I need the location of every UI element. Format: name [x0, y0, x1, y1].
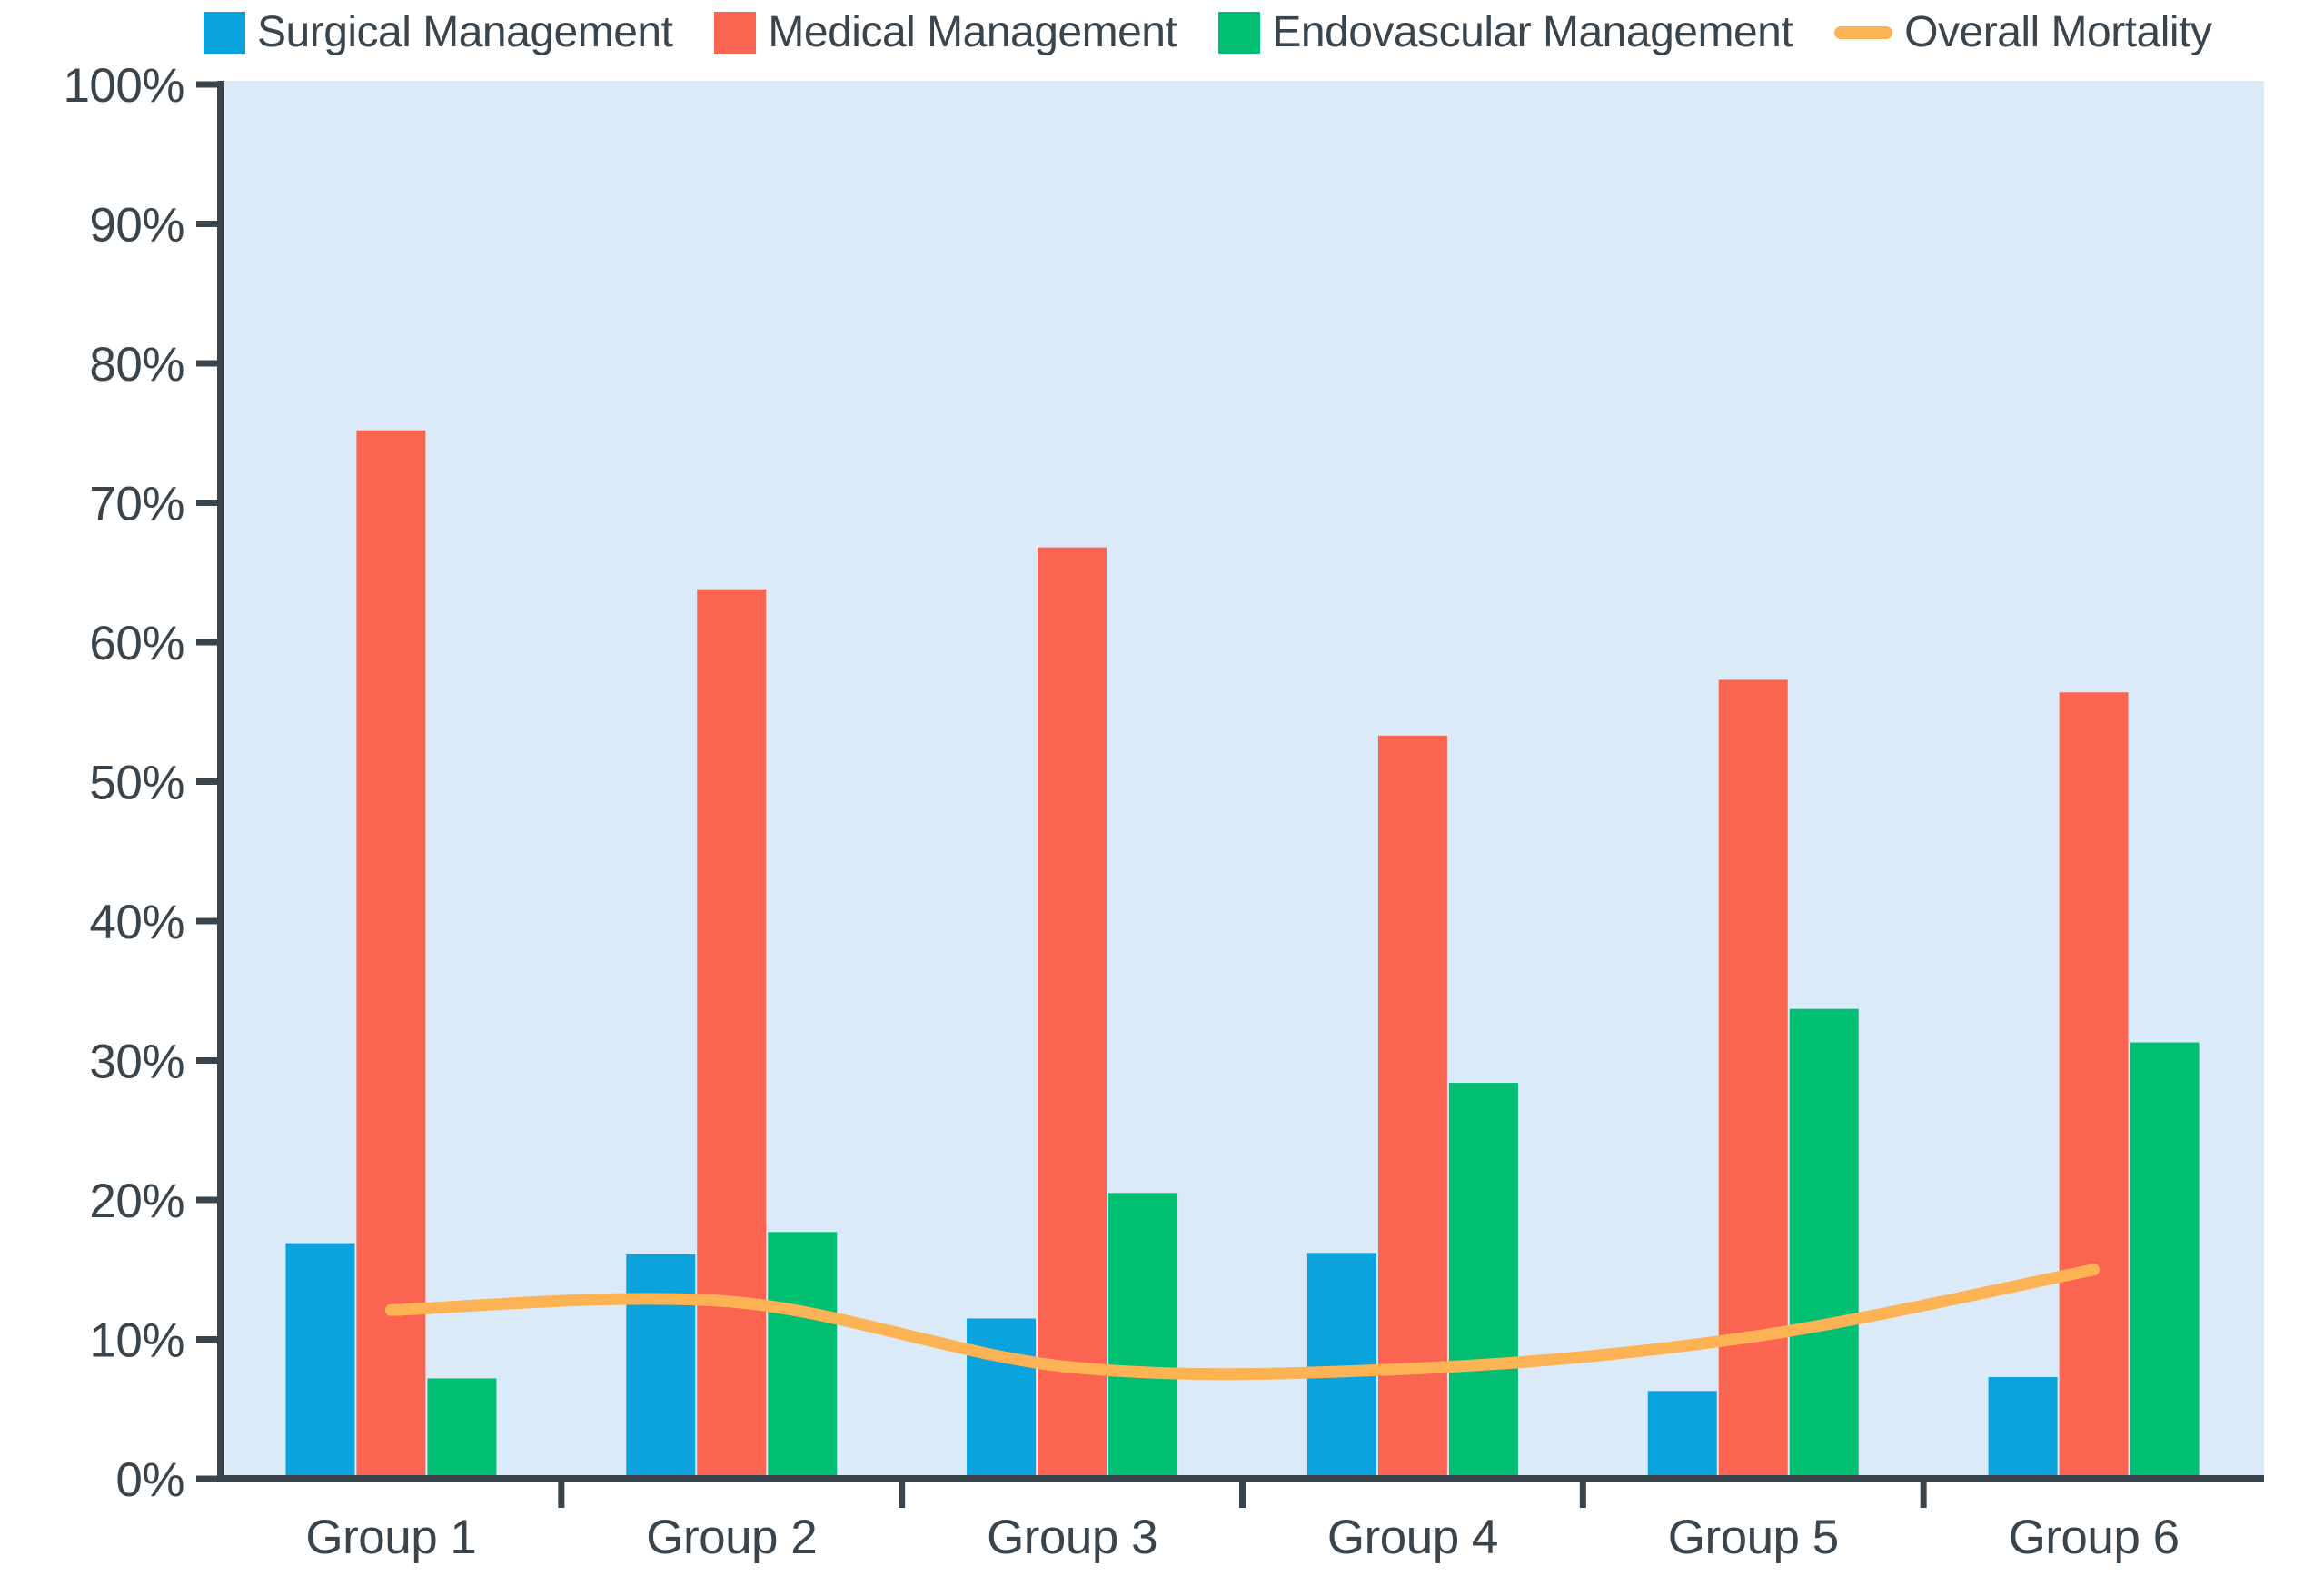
x-tick-label: Group 5 — [1668, 1511, 1839, 1564]
legend-item-overall-mortality: Overall Mortality — [1834, 8, 2212, 56]
y-tick-label: 50% — [89, 757, 184, 810]
y-tick-label: 0% — [115, 1453, 184, 1507]
legend-square-swatch-endovascular-management — [1218, 12, 1261, 54]
legend-square-swatch-medical-management — [714, 12, 757, 54]
y-tick-label: 80% — [89, 338, 184, 392]
legend-line-swatch-overall-mortality — [1834, 26, 1893, 39]
bar-surgical-management-group-5 — [1647, 1391, 1717, 1479]
overall-mortality-line — [384, 1264, 2101, 1381]
y-tick-label: 30% — [89, 1036, 184, 1089]
bar-medical-management-group-6 — [2059, 692, 2129, 1479]
y-tick-label: 70% — [89, 478, 184, 531]
bar-surgical-management-group-6 — [1988, 1376, 2058, 1479]
legend-item-endovascular-management: Endovascular Management — [1218, 11, 1793, 55]
bar-surgical-management-group-3 — [967, 1318, 1037, 1479]
legend-item-surgical-management: Surgical Management — [204, 8, 673, 56]
legend-item-medical-management: Medical Management — [714, 11, 1177, 55]
legend-square-swatch-surgical-management — [204, 12, 245, 54]
y-tick-label: 60% — [89, 617, 184, 670]
x-tick-label: Group 2 — [646, 1511, 817, 1564]
x-tick-label: Group 6 — [2009, 1511, 2180, 1564]
legend: Surgical Management Medical Management End… — [204, 4, 2212, 62]
legend-label-medical-management: Medical Management — [768, 8, 1177, 56]
y-tick-label: 100% — [63, 59, 184, 113]
bar-surgical-management-group-1 — [285, 1243, 355, 1479]
bar-endovascular-management-group-2 — [768, 1232, 838, 1479]
bar-endovascular-management-group-6 — [2130, 1042, 2200, 1479]
x-tick-label: Group 3 — [987, 1511, 1157, 1564]
legend-label-overall-mortality: Overall Mortality — [1904, 8, 2212, 56]
bar-endovascular-management-group-5 — [1789, 1008, 1859, 1479]
bar-endovascular-management-group-3 — [1108, 1193, 1178, 1479]
legend-label-surgical-management: Surgical Management — [257, 8, 673, 56]
y-tick-label: 10% — [89, 1314, 184, 1368]
y-tick-label: 40% — [89, 896, 184, 949]
y-tick-label: 20% — [89, 1175, 184, 1228]
y-tick-label: 90% — [89, 199, 184, 253]
bar-medical-management-group-4 — [1377, 735, 1447, 1479]
bar-medical-management-group-2 — [697, 589, 767, 1479]
bar-surgical-management-group-2 — [626, 1254, 696, 1479]
bar-medical-management-group-5 — [1718, 679, 1788, 1479]
bar-endovascular-management-group-4 — [1448, 1083, 1518, 1479]
bar-endovascular-management-group-1 — [427, 1378, 497, 1479]
bar-medical-management-group-3 — [1038, 547, 1107, 1479]
x-tick-label: Group 1 — [305, 1511, 476, 1564]
legend-label-endovascular-management: Endovascular Management — [1272, 8, 1793, 56]
plot-background — [224, 81, 2264, 1479]
bar-medical-management-group-1 — [356, 430, 426, 1480]
x-tick-label: Group 4 — [1327, 1511, 1498, 1564]
